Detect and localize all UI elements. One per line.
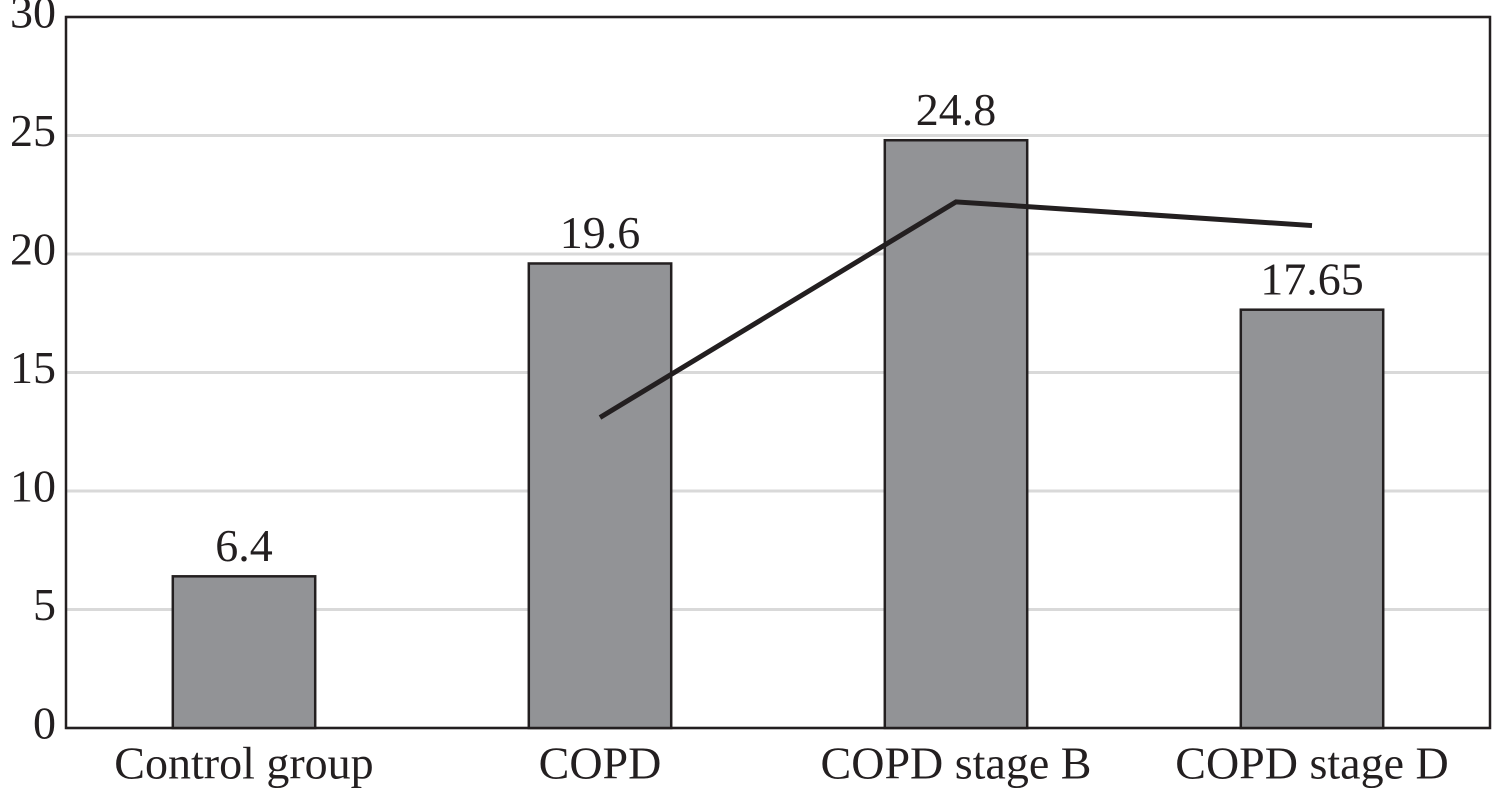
data-label: 17.65 <box>1260 253 1364 304</box>
y-tick-label: 25 <box>10 105 56 156</box>
x-tick-label: COPD <box>539 738 662 789</box>
plot-frame <box>64 15 1492 730</box>
line <box>598 199 1313 420</box>
y-tick-label: 30 <box>10 0 56 38</box>
y-tick-label: 15 <box>10 342 56 393</box>
bar <box>171 575 317 730</box>
x-tick-label: COPD stage B <box>821 738 1092 789</box>
bar <box>883 138 1029 730</box>
y-tick-label: 5 <box>33 579 56 630</box>
data-label: 19.6 <box>560 207 641 258</box>
x-tick-label: COPD stage D <box>1175 738 1448 789</box>
x-tick-label: Control group <box>114 738 373 789</box>
bar <box>527 262 673 730</box>
data-label: 24.8 <box>916 84 997 135</box>
y-tick-label: 20 <box>10 224 56 275</box>
y-tick-label: 0 <box>33 698 56 749</box>
y-tick-label: 10 <box>10 461 56 512</box>
data-label: 6.4 <box>215 520 273 571</box>
bar <box>1239 308 1385 730</box>
